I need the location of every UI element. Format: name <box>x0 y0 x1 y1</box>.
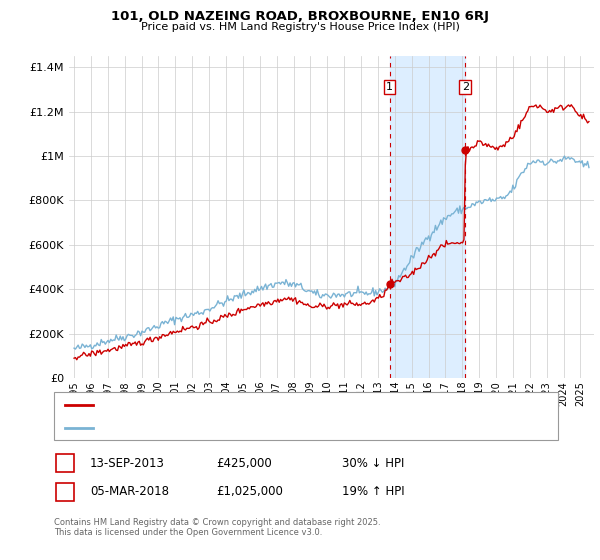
Text: Price paid vs. HM Land Registry's House Price Index (HPI): Price paid vs. HM Land Registry's House … <box>140 22 460 32</box>
Text: 05-MAR-2018: 05-MAR-2018 <box>90 485 169 498</box>
Text: Contains HM Land Registry data © Crown copyright and database right 2025.
This d: Contains HM Land Registry data © Crown c… <box>54 518 380 538</box>
Text: 13-SEP-2013: 13-SEP-2013 <box>90 456 165 470</box>
Text: 2: 2 <box>61 485 68 498</box>
Text: 1: 1 <box>61 456 68 470</box>
Text: 101, OLD NAZEING ROAD, BROXBOURNE, EN10 6RJ: 101, OLD NAZEING ROAD, BROXBOURNE, EN10 … <box>111 10 489 23</box>
Text: 30% ↓ HPI: 30% ↓ HPI <box>342 456 404 470</box>
Text: 2: 2 <box>461 82 469 92</box>
Bar <box>390 56 465 378</box>
Text: 1: 1 <box>386 82 393 92</box>
Text: 101, OLD NAZEING ROAD, BROXBOURNE, EN10 6RJ (detached house): 101, OLD NAZEING ROAD, BROXBOURNE, EN10 … <box>99 400 460 410</box>
Text: £425,000: £425,000 <box>216 456 272 470</box>
Text: £1,025,000: £1,025,000 <box>216 485 283 498</box>
Text: HPI: Average price, detached house, Epping Forest: HPI: Average price, detached house, Eppi… <box>99 423 363 433</box>
Text: 19% ↑ HPI: 19% ↑ HPI <box>342 485 404 498</box>
